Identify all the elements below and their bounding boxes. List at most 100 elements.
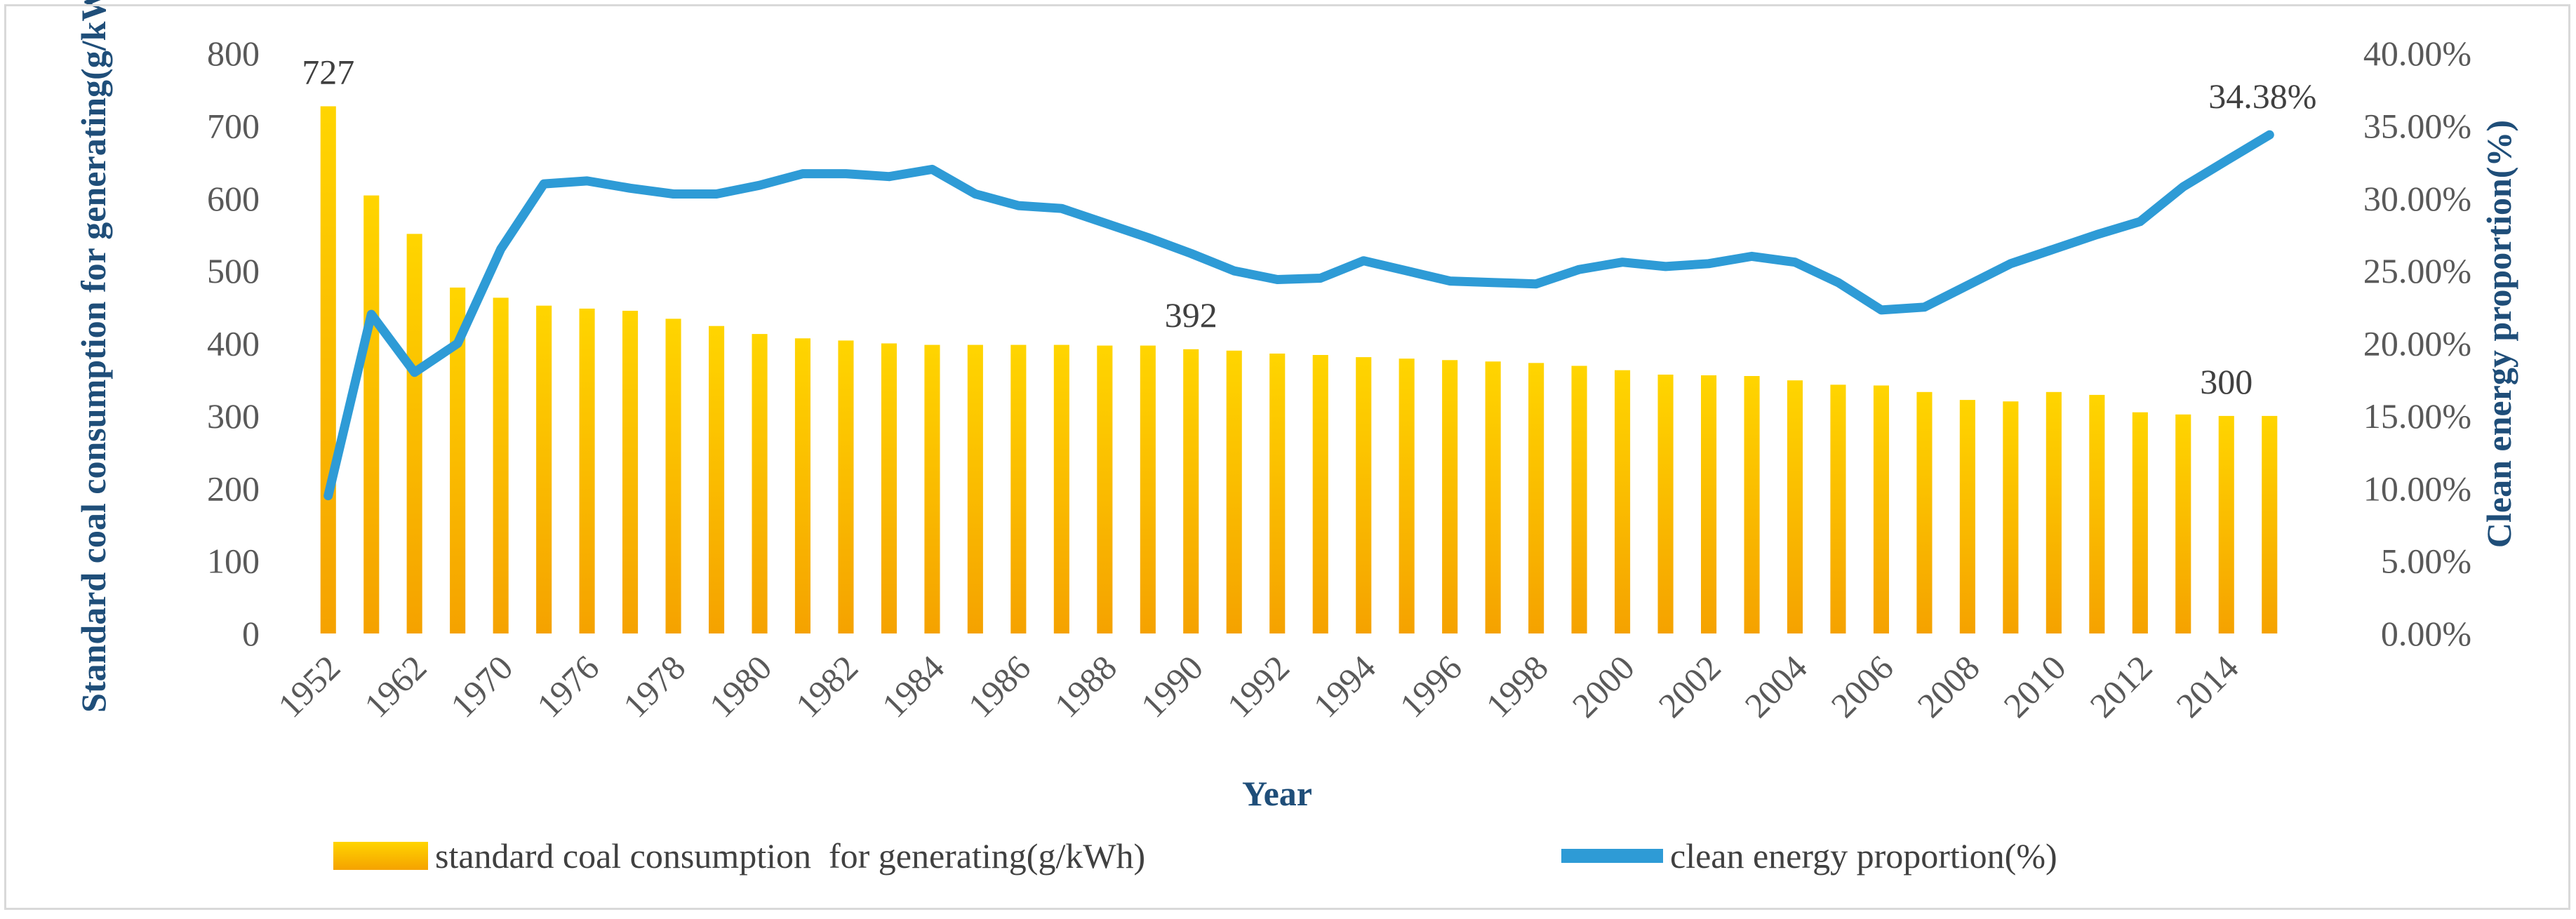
line-point-1986 xyxy=(1017,205,1020,207)
bar-1962 xyxy=(406,234,422,633)
line-point-1957 xyxy=(371,314,373,316)
line-point-2009 xyxy=(2010,262,2012,264)
line-point-2013 xyxy=(2182,186,2184,188)
line-point-1993 xyxy=(1319,277,1321,279)
right-axis-title: Clean energy proportion(%) xyxy=(2479,120,2518,548)
line-point-1987 xyxy=(1060,208,1062,210)
bar-1991 xyxy=(1226,350,1242,633)
line-point-1981 xyxy=(802,173,803,175)
left-tick-label: 0 xyxy=(242,614,260,653)
right-tick-label: 25.00% xyxy=(2363,251,2471,290)
bar-2007 xyxy=(1916,391,1933,633)
line-point-1999 xyxy=(1578,269,1580,271)
left-axis-title: Standard coal consumption for generating… xyxy=(74,0,113,713)
line-point-1982 xyxy=(845,173,847,175)
bar-1976 xyxy=(579,308,595,633)
bar-1989 xyxy=(1140,345,1156,633)
chart-border xyxy=(4,4,2570,910)
bar-1994 xyxy=(1356,357,1372,633)
bar-1996 xyxy=(1442,360,1458,633)
right-tick-label: 35.00% xyxy=(2363,106,2471,145)
bar-1990 xyxy=(1183,349,1199,633)
x-axis-title: Year xyxy=(1242,774,1312,813)
bar-2004 xyxy=(1787,380,1803,633)
data-label: 727 xyxy=(302,53,354,92)
line-point-2000 xyxy=(1622,261,1624,263)
bar-1998 xyxy=(1528,363,1544,633)
line-point-1989 xyxy=(1147,236,1149,239)
line-point-2003 xyxy=(1751,255,1753,257)
left-tick-label: 600 xyxy=(207,179,260,218)
line-point-1970 xyxy=(500,248,502,250)
bar-1957 xyxy=(363,195,380,634)
bar-1979 xyxy=(709,326,725,633)
bar-1982 xyxy=(838,340,854,633)
line-point-2006 xyxy=(1881,309,1882,311)
bar-1999 xyxy=(1571,365,1587,633)
line-point-1983 xyxy=(888,175,890,177)
line-point-1980 xyxy=(759,185,761,187)
left-axis-ticks: 0 100 200 300 400 500 600 700 800 xyxy=(207,34,260,653)
right-tick-label: 5.00% xyxy=(2381,542,2471,581)
line-point-1991 xyxy=(1233,270,1235,272)
left-tick-label: 800 xyxy=(207,34,260,73)
line-point-2010 xyxy=(2053,248,2055,250)
left-tick-label: 300 xyxy=(207,396,260,436)
line-point-1975 xyxy=(543,183,545,185)
line-point-1990 xyxy=(1190,253,1192,255)
line-point-1977 xyxy=(629,187,632,189)
bar-1993 xyxy=(1312,355,1328,633)
bar-1965 xyxy=(450,287,466,633)
line-point-1985 xyxy=(974,193,976,195)
bar-1995 xyxy=(1399,358,1415,633)
left-tick-label: 200 xyxy=(207,469,260,508)
line-point-1994 xyxy=(1363,260,1365,262)
right-tick-label: 30.00% xyxy=(2363,179,2471,218)
bar-2009 xyxy=(2003,401,2019,633)
legend-label-line: clean energy proportion(%) xyxy=(1670,836,2057,876)
bar-1987 xyxy=(1053,344,1069,633)
line-point-1978 xyxy=(672,193,674,195)
bar-1977 xyxy=(622,311,639,633)
line-point-1984 xyxy=(931,168,933,170)
bar-2013 xyxy=(2175,414,2191,633)
right-tick-label: 0.00% xyxy=(2381,614,2471,653)
clean-energy-line xyxy=(323,130,2274,501)
bar-2003 xyxy=(1744,376,1760,633)
bar-series xyxy=(320,106,2278,634)
line-point-2001 xyxy=(1664,265,1667,267)
bar-2011 xyxy=(2089,394,2105,633)
bar-2005 xyxy=(1830,384,1846,633)
line-point-1996 xyxy=(1449,280,1451,282)
legend-swatch-bar xyxy=(333,842,428,870)
line-point-1979 xyxy=(716,193,717,195)
data-label: 300 xyxy=(2200,362,2253,401)
line-point-1988 xyxy=(1104,222,1106,224)
line-point-2005 xyxy=(1837,281,1839,283)
line-point-1965 xyxy=(457,342,459,344)
bar-1952 xyxy=(320,106,336,633)
line-series xyxy=(323,130,2274,501)
bar-2002 xyxy=(1701,375,1717,633)
line-point-2008 xyxy=(1966,284,1968,286)
right-tick-label: 40.00% xyxy=(2363,34,2471,73)
bar-1997 xyxy=(1485,361,1501,633)
line-point-1952 xyxy=(327,495,329,497)
legend: standard coal consumption for generating… xyxy=(333,836,2057,876)
bar-2015 xyxy=(2262,415,2278,633)
left-tick-label: 100 xyxy=(207,542,260,581)
right-tick-label: 10.00% xyxy=(2363,469,2471,508)
bar-1988 xyxy=(1097,345,1113,633)
bar-2008 xyxy=(1959,400,1975,633)
bar-1981 xyxy=(794,338,810,633)
data-labels: 727 392 300 34.38% xyxy=(302,53,2316,401)
bar-2010 xyxy=(2046,391,2062,633)
bar-1984 xyxy=(924,344,940,633)
bar-2001 xyxy=(1657,375,1674,633)
bar-1980 xyxy=(752,334,768,633)
line-point-1995 xyxy=(1406,270,1408,272)
bar-1992 xyxy=(1269,354,1286,633)
bar-1970 xyxy=(493,297,509,633)
bar-1986 xyxy=(1010,344,1027,633)
